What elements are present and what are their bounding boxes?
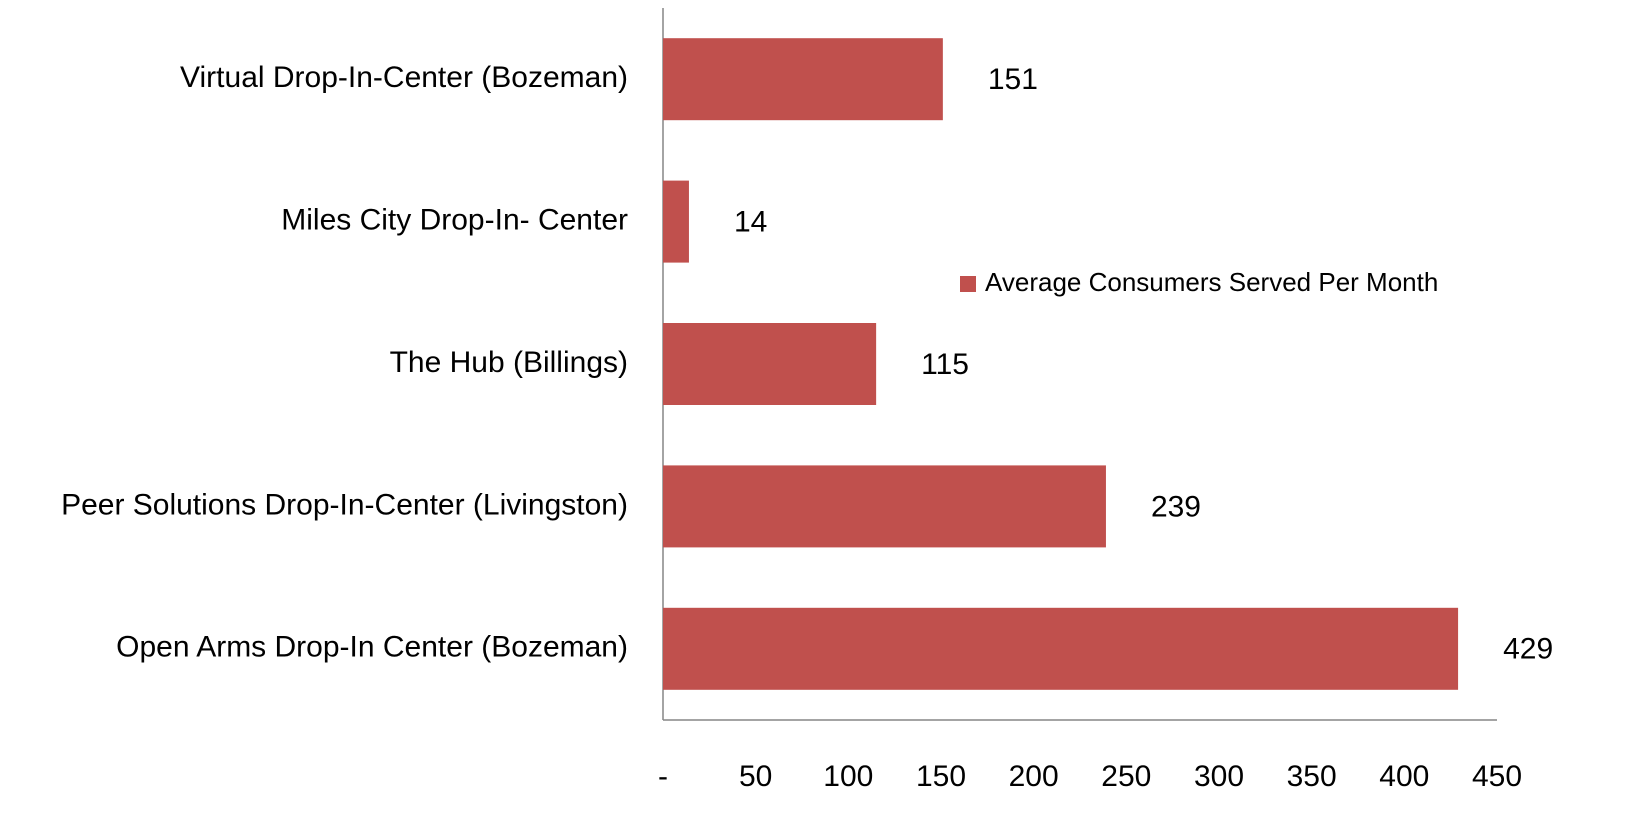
x-tick-label: 150 xyxy=(916,760,966,793)
x-tick-label: 300 xyxy=(1194,760,1244,793)
legend-text: Average Consumers Served Per Month xyxy=(985,267,1438,297)
bar xyxy=(663,465,1106,548)
bar xyxy=(663,180,689,263)
bar xyxy=(663,607,1459,690)
y-tick-label: Open Arms Drop-In Center (Bozeman) xyxy=(116,631,628,664)
bar xyxy=(663,38,943,121)
x-tick-label: 400 xyxy=(1379,760,1429,793)
x-tick-label: 250 xyxy=(1101,760,1151,793)
data-label: 151 xyxy=(988,63,1038,96)
bar xyxy=(663,323,877,405)
x-tick-label: 450 xyxy=(1472,760,1522,793)
data-label: 429 xyxy=(1503,633,1553,666)
x-tick-label: 200 xyxy=(1009,760,1059,793)
y-tick-label: The Hub (Billings) xyxy=(390,346,628,379)
x-tick-label: 50 xyxy=(739,760,772,793)
legend-swatch xyxy=(960,276,976,292)
y-tick-label: Virtual Drop-In-Center (Bozeman) xyxy=(180,61,628,94)
data-label: 239 xyxy=(1151,490,1201,523)
data-label: 115 xyxy=(921,348,969,381)
y-tick-label: Miles City Drop-In- Center xyxy=(281,204,628,237)
y-tick-label: Peer Solutions Drop-In-Center (Livingsto… xyxy=(61,488,628,521)
x-tick-label: 100 xyxy=(823,760,873,793)
data-label: 14 xyxy=(734,206,767,239)
x-tick-label: 350 xyxy=(1287,760,1337,793)
x-tick-label: - xyxy=(658,760,668,793)
